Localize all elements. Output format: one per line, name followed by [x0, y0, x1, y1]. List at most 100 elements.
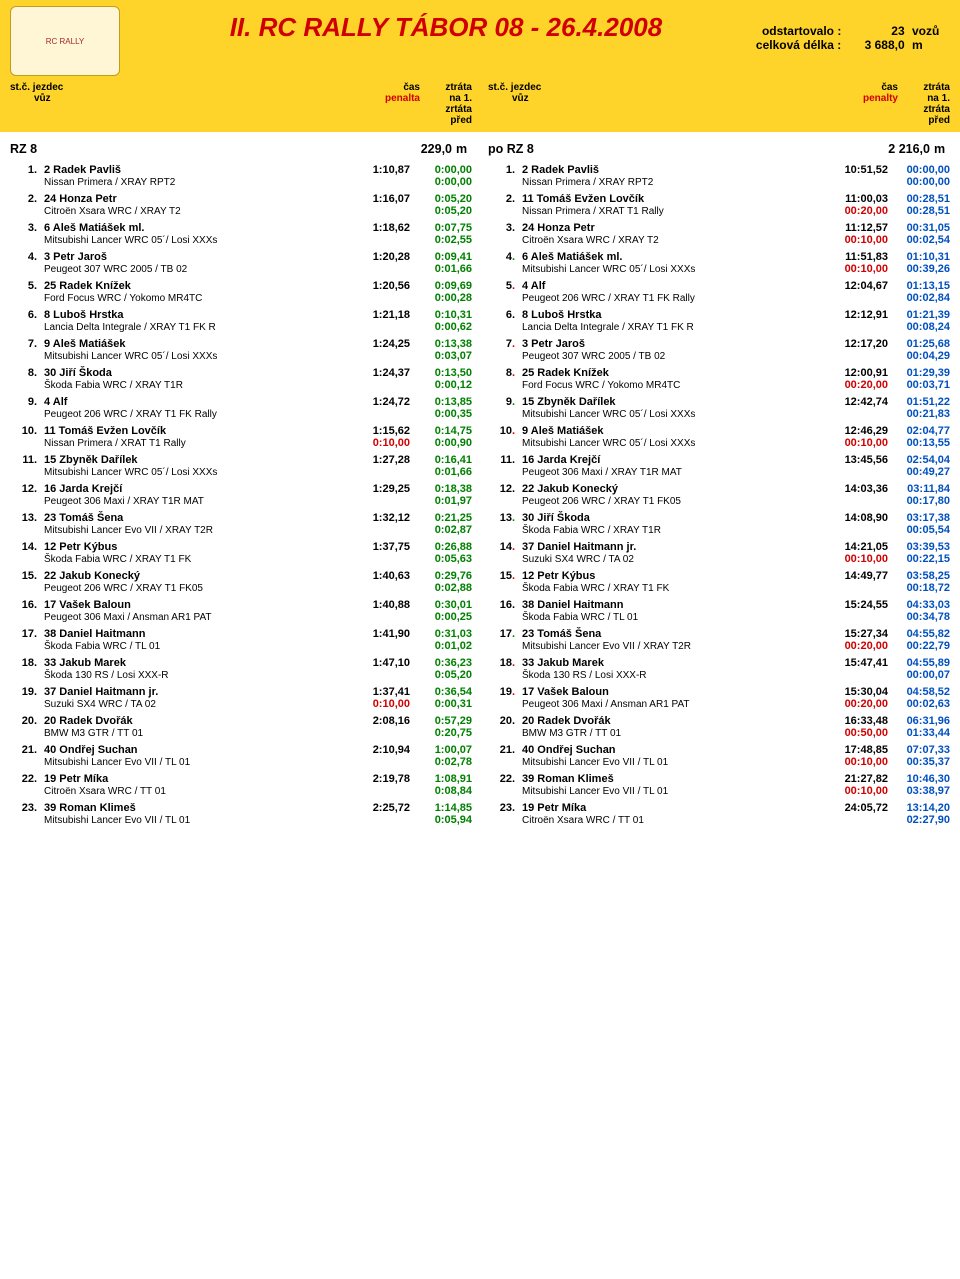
gap-to-prev: 0:05,20 [410, 669, 472, 681]
gap-to-prev: 00:13,55 [888, 437, 950, 449]
driver-name: 16 Jarda Krejčí [44, 483, 352, 495]
dot-icon: . [34, 802, 44, 814]
driver-name: 23 Tomáš Šena [44, 512, 352, 524]
car-name: Citroën Xsara WRC / XRAY T2 [488, 235, 830, 246]
driver-name: 4 Alf [44, 396, 352, 408]
dot-icon: . [512, 338, 522, 350]
hdr-penalta: penalta [360, 93, 420, 104]
car-name: Peugeot 306 Maxi / Ansman AR1 PAT [488, 699, 830, 710]
gap-to-prev: 0:00,12 [410, 379, 472, 391]
gap-to-prev: 00:34,78 [888, 611, 950, 623]
car-name: Peugeot 307 WRC 2005 / TB 02 [488, 351, 830, 362]
time: 15:27,34 [830, 628, 888, 640]
penalty: 00:20,00 [830, 379, 888, 391]
result-row: 10.9 Aleš Matiášek12:46,2902:04,77Mitsub… [488, 425, 950, 449]
gap-to-prev: 00:18,72 [888, 582, 950, 594]
gap-to-leader: 04:55,82 [888, 628, 950, 640]
time: 12:00,91 [830, 367, 888, 379]
position: 16 [488, 599, 512, 611]
car-name: Mitsubishi Lancer WRC 05´/ Losi XXXs [10, 235, 352, 246]
result-row: 19.17 Vašek Baloun15:30,0404:58,52Peugeo… [488, 686, 950, 710]
gap-to-prev: 0:02,55 [410, 234, 472, 246]
right-column: po RZ 8 2 216,0 m 1.2 Radek Pavliš10:51,… [488, 142, 950, 831]
dot-icon: . [512, 309, 522, 321]
result-row: 5.25 Radek Knížek1:20,560:09,69Ford Focu… [10, 280, 472, 304]
result-row: 10.11 Tomáš Evžen Lovčík1:15,620:14,75Ni… [10, 425, 472, 449]
car-name: Mitsubishi Lancer WRC 05´/ Losi XXXs [10, 467, 352, 478]
car-name: Mitsubishi Lancer Evo VII / TL 01 [488, 757, 830, 768]
dot-icon: . [512, 686, 522, 698]
gap-to-prev: 0:02,87 [410, 524, 472, 536]
driver-name: 16 Jarda Krejčí [522, 454, 830, 466]
gap-to-leader: 13:14,20 [888, 802, 950, 814]
driver-name: 19 Petr Míka [522, 802, 830, 814]
gap-to-leader: 0:57,29 [410, 715, 472, 727]
gap-to-prev: 0:00,90 [410, 437, 472, 449]
gap-to-leader: 0:10,31 [410, 309, 472, 321]
position: 9 [10, 396, 34, 408]
driver-name: 3 Petr Jaroš [44, 251, 352, 263]
time: 12:17,20 [830, 338, 888, 350]
gap-to-prev: 0:03,07 [410, 350, 472, 362]
result-row: 21.40 Ondřej Suchan2:10,941:00,07Mitsubi… [10, 744, 472, 768]
driver-name: 17 Vašek Baloun [44, 599, 352, 611]
gap-to-prev: 0:00,25 [410, 611, 472, 623]
driver-name: 11 Tomáš Evžen Lovčík [44, 425, 352, 437]
car-name: Peugeot 206 WRC / XRAY T1 FK05 [488, 496, 830, 507]
gap-to-prev: 00:08,24 [888, 321, 950, 333]
driver-name: 11 Tomáš Evžen Lovčík [522, 193, 830, 205]
time: 1:24,25 [352, 338, 410, 350]
time: 15:47,41 [830, 657, 888, 669]
hdr-jezdec: jezdec [33, 82, 64, 93]
driver-name: 38 Daniel Haitmann [522, 599, 830, 611]
position: 22 [488, 773, 512, 785]
position: 1 [10, 164, 34, 176]
dot-icon: . [512, 541, 522, 553]
header: RC RALLY II. RC RALLY TÁBOR 08 - 26.4.20… [0, 0, 960, 82]
result-row: 6.8 Luboš Hrstka1:21,180:10,31Lancia Del… [10, 309, 472, 333]
driver-name: 12 Petr Kýbus [522, 570, 830, 582]
gap-to-prev: 0:00,62 [410, 321, 472, 333]
dot-icon: . [512, 222, 522, 234]
time: 12:04,67 [830, 280, 888, 292]
position: 5 [488, 280, 512, 292]
gap-to-prev: 00:02,84 [888, 292, 950, 304]
driver-name: 22 Jakub Konecký [522, 483, 830, 495]
gap-to-leader: 0:13,50 [410, 367, 472, 379]
time: 14:03,36 [830, 483, 888, 495]
car-name: Suzuki SX4 WRC / TA 02 [488, 554, 830, 565]
position: 23 [488, 802, 512, 814]
driver-name: 22 Jakub Konecký [44, 570, 352, 582]
result-row: 13.23 Tomáš Šena1:32,120:21,25Mitsubishi… [10, 512, 472, 536]
driver-name: 37 Daniel Haitmann jr. [522, 541, 830, 553]
position: 14 [488, 541, 512, 553]
dot-icon: . [512, 483, 522, 495]
result-row: 14.37 Daniel Haitmann jr.14:21,0503:39,5… [488, 541, 950, 565]
time: 1:37,75 [352, 541, 410, 553]
gap-to-prev: 00:49,27 [888, 466, 950, 478]
driver-name: 20 Radek Dvořák [522, 715, 830, 727]
result-row: 22.19 Petr Míka2:19,781:08,91Citroën Xsa… [10, 773, 472, 797]
position: 11 [10, 454, 34, 466]
time: 16:33,48 [830, 715, 888, 727]
position: 2 [10, 193, 34, 205]
position: 3 [488, 222, 512, 234]
right-dist: 2 216,0 [860, 142, 930, 156]
result-row: 12.16 Jarda Krejčí1:29,250:18,38Peugeot … [10, 483, 472, 507]
driver-name: 37 Daniel Haitmann jr. [44, 686, 352, 698]
time: 14:21,05 [830, 541, 888, 553]
time: 1:47,10 [352, 657, 410, 669]
car-name: Nissan Primera / XRAT T1 Rally [10, 438, 352, 449]
car-name: Suzuki SX4 WRC / TA 02 [10, 699, 352, 710]
penalty: 00:10,00 [830, 263, 888, 275]
gap-to-prev: 00:39,26 [888, 263, 950, 275]
gap-to-prev: 0:00,31 [410, 698, 472, 710]
position: 23 [10, 802, 34, 814]
driver-name: 23 Tomáš Šena [522, 628, 830, 640]
gap-to-leader: 1:08,91 [410, 773, 472, 785]
driver-name: 39 Roman Klimeš [44, 802, 352, 814]
time: 11:00,03 [830, 193, 888, 205]
result-row: 16.38 Daniel Haitmann15:24,5504:33,03Ško… [488, 599, 950, 623]
left-dist: 229,0 [382, 142, 452, 156]
gap-to-leader: 0:36,23 [410, 657, 472, 669]
